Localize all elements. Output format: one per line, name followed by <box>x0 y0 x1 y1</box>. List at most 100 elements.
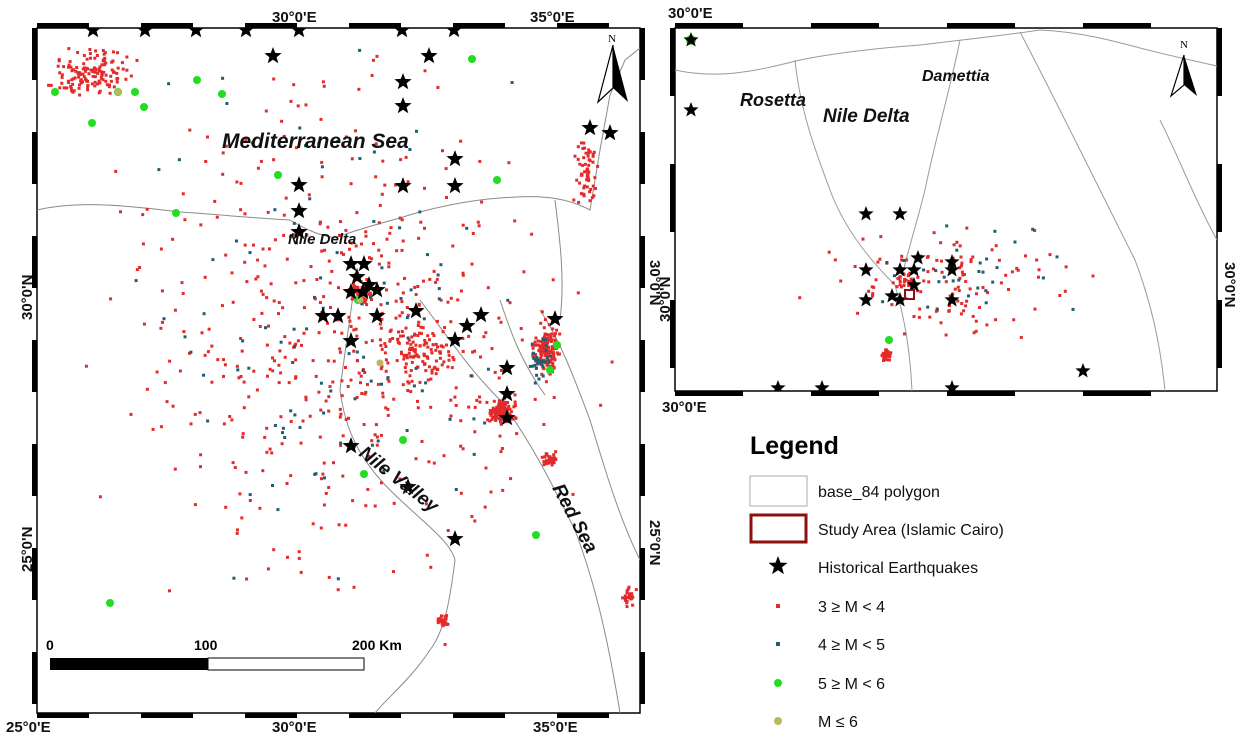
historical-star <box>601 124 619 141</box>
historical-star <box>446 177 464 194</box>
quake-m3 <box>86 79 89 83</box>
quake-m3 <box>294 342 298 346</box>
quake-m3 <box>550 332 554 336</box>
quake-m3 <box>576 157 580 161</box>
quake-m3 <box>499 320 503 324</box>
quake-m3 <box>155 370 159 374</box>
quake-m3 <box>499 450 503 454</box>
quake-m3 <box>586 154 590 158</box>
quake-m3 <box>446 300 450 304</box>
quake-m4 <box>465 226 469 230</box>
quake-m3 <box>418 331 421 335</box>
quake-m3 <box>320 175 324 179</box>
quake-m5 <box>88 119 96 127</box>
quake-m3 <box>436 345 439 349</box>
quake-m3 <box>543 455 547 459</box>
quake-m4 <box>437 287 441 291</box>
quake-m4 <box>436 273 440 277</box>
quake-m3 <box>426 334 430 338</box>
historical-star <box>884 288 900 303</box>
quake-m3 <box>405 356 409 360</box>
quake-m3 <box>414 343 418 347</box>
quake-m3 <box>546 341 550 345</box>
quake-m4 <box>339 441 343 445</box>
quake-m3 <box>300 343 303 347</box>
quake-m3 <box>960 302 964 305</box>
quake-m3 <box>344 418 348 421</box>
quake-m3 <box>98 65 102 69</box>
quake-m3 <box>404 370 408 374</box>
quake-m3 <box>625 601 629 605</box>
quake-m3 <box>319 408 323 412</box>
quake-m3 <box>459 419 463 423</box>
quake-m3 <box>86 84 90 87</box>
quake-m3 <box>539 340 543 343</box>
inset-coord-top: 30°0'E <box>668 5 713 22</box>
quake-m3 <box>550 338 554 342</box>
quake-m4 <box>323 476 326 480</box>
quake-m3 <box>957 289 961 292</box>
legend-olive-circle-icon <box>774 717 782 725</box>
quake-m3 <box>272 548 276 552</box>
quake-m3 <box>397 330 400 334</box>
quake-m3 <box>960 261 964 265</box>
quake-m3 <box>545 333 549 337</box>
quake-m3 <box>374 423 378 427</box>
quake-m3 <box>327 259 331 263</box>
quake-m3 <box>115 77 119 81</box>
quake-m3 <box>392 397 396 401</box>
quake-m3 <box>512 405 516 409</box>
quake-m3 <box>459 444 463 448</box>
quake-m3 <box>971 314 975 318</box>
quake-m3 <box>494 419 498 422</box>
quake-m4 <box>881 300 885 304</box>
quake-m3 <box>903 278 907 281</box>
quake-m3 <box>103 51 107 55</box>
quake-m3 <box>958 244 962 248</box>
quake-m3 <box>436 621 440 625</box>
quake-m4 <box>370 443 374 447</box>
quake-m3 <box>882 355 886 358</box>
quake-m3 <box>400 311 404 315</box>
quake-m3 <box>326 359 330 363</box>
quake-m3 <box>416 406 420 410</box>
quake-m3 <box>990 248 994 252</box>
quake-m4 <box>273 424 277 427</box>
quake-m3 <box>578 181 582 185</box>
quake-m3 <box>449 398 453 402</box>
historical-star <box>446 530 464 547</box>
quake-m3 <box>552 396 556 399</box>
quake-m3 <box>537 349 541 353</box>
quake-m3 <box>404 155 408 159</box>
quake-m3 <box>545 353 549 357</box>
quake-m4 <box>248 493 252 497</box>
label-nile-delta: Nile Delta <box>288 231 356 248</box>
quake-m3 <box>551 327 555 331</box>
historical-star <box>498 359 516 376</box>
historical-star <box>910 250 926 265</box>
quake-m3 <box>81 72 85 76</box>
quake-m3 <box>444 617 448 621</box>
quake-m3 <box>271 356 274 360</box>
quake-m3 <box>138 266 142 269</box>
quake-m3 <box>79 79 83 83</box>
quake-m3 <box>401 291 405 295</box>
quake-m3 <box>354 244 358 248</box>
quake-m3 <box>395 249 399 253</box>
svg-text:N: N <box>1180 39 1188 51</box>
quake-m3 <box>541 349 545 353</box>
historical-star <box>420 47 438 64</box>
quake-m3 <box>102 52 106 56</box>
quake-m4 <box>1041 276 1045 280</box>
historical-star <box>342 437 360 454</box>
quake-m3 <box>882 359 885 362</box>
quake-m3 <box>470 515 474 518</box>
quake-m3 <box>461 350 465 353</box>
quake-m3 <box>423 362 427 366</box>
quake-m5 <box>546 366 554 374</box>
quake-m3 <box>181 192 185 196</box>
quake-m3 <box>409 355 412 359</box>
quake-m3 <box>84 364 88 368</box>
quake-m3 <box>592 150 596 154</box>
quake-m4 <box>134 279 138 283</box>
